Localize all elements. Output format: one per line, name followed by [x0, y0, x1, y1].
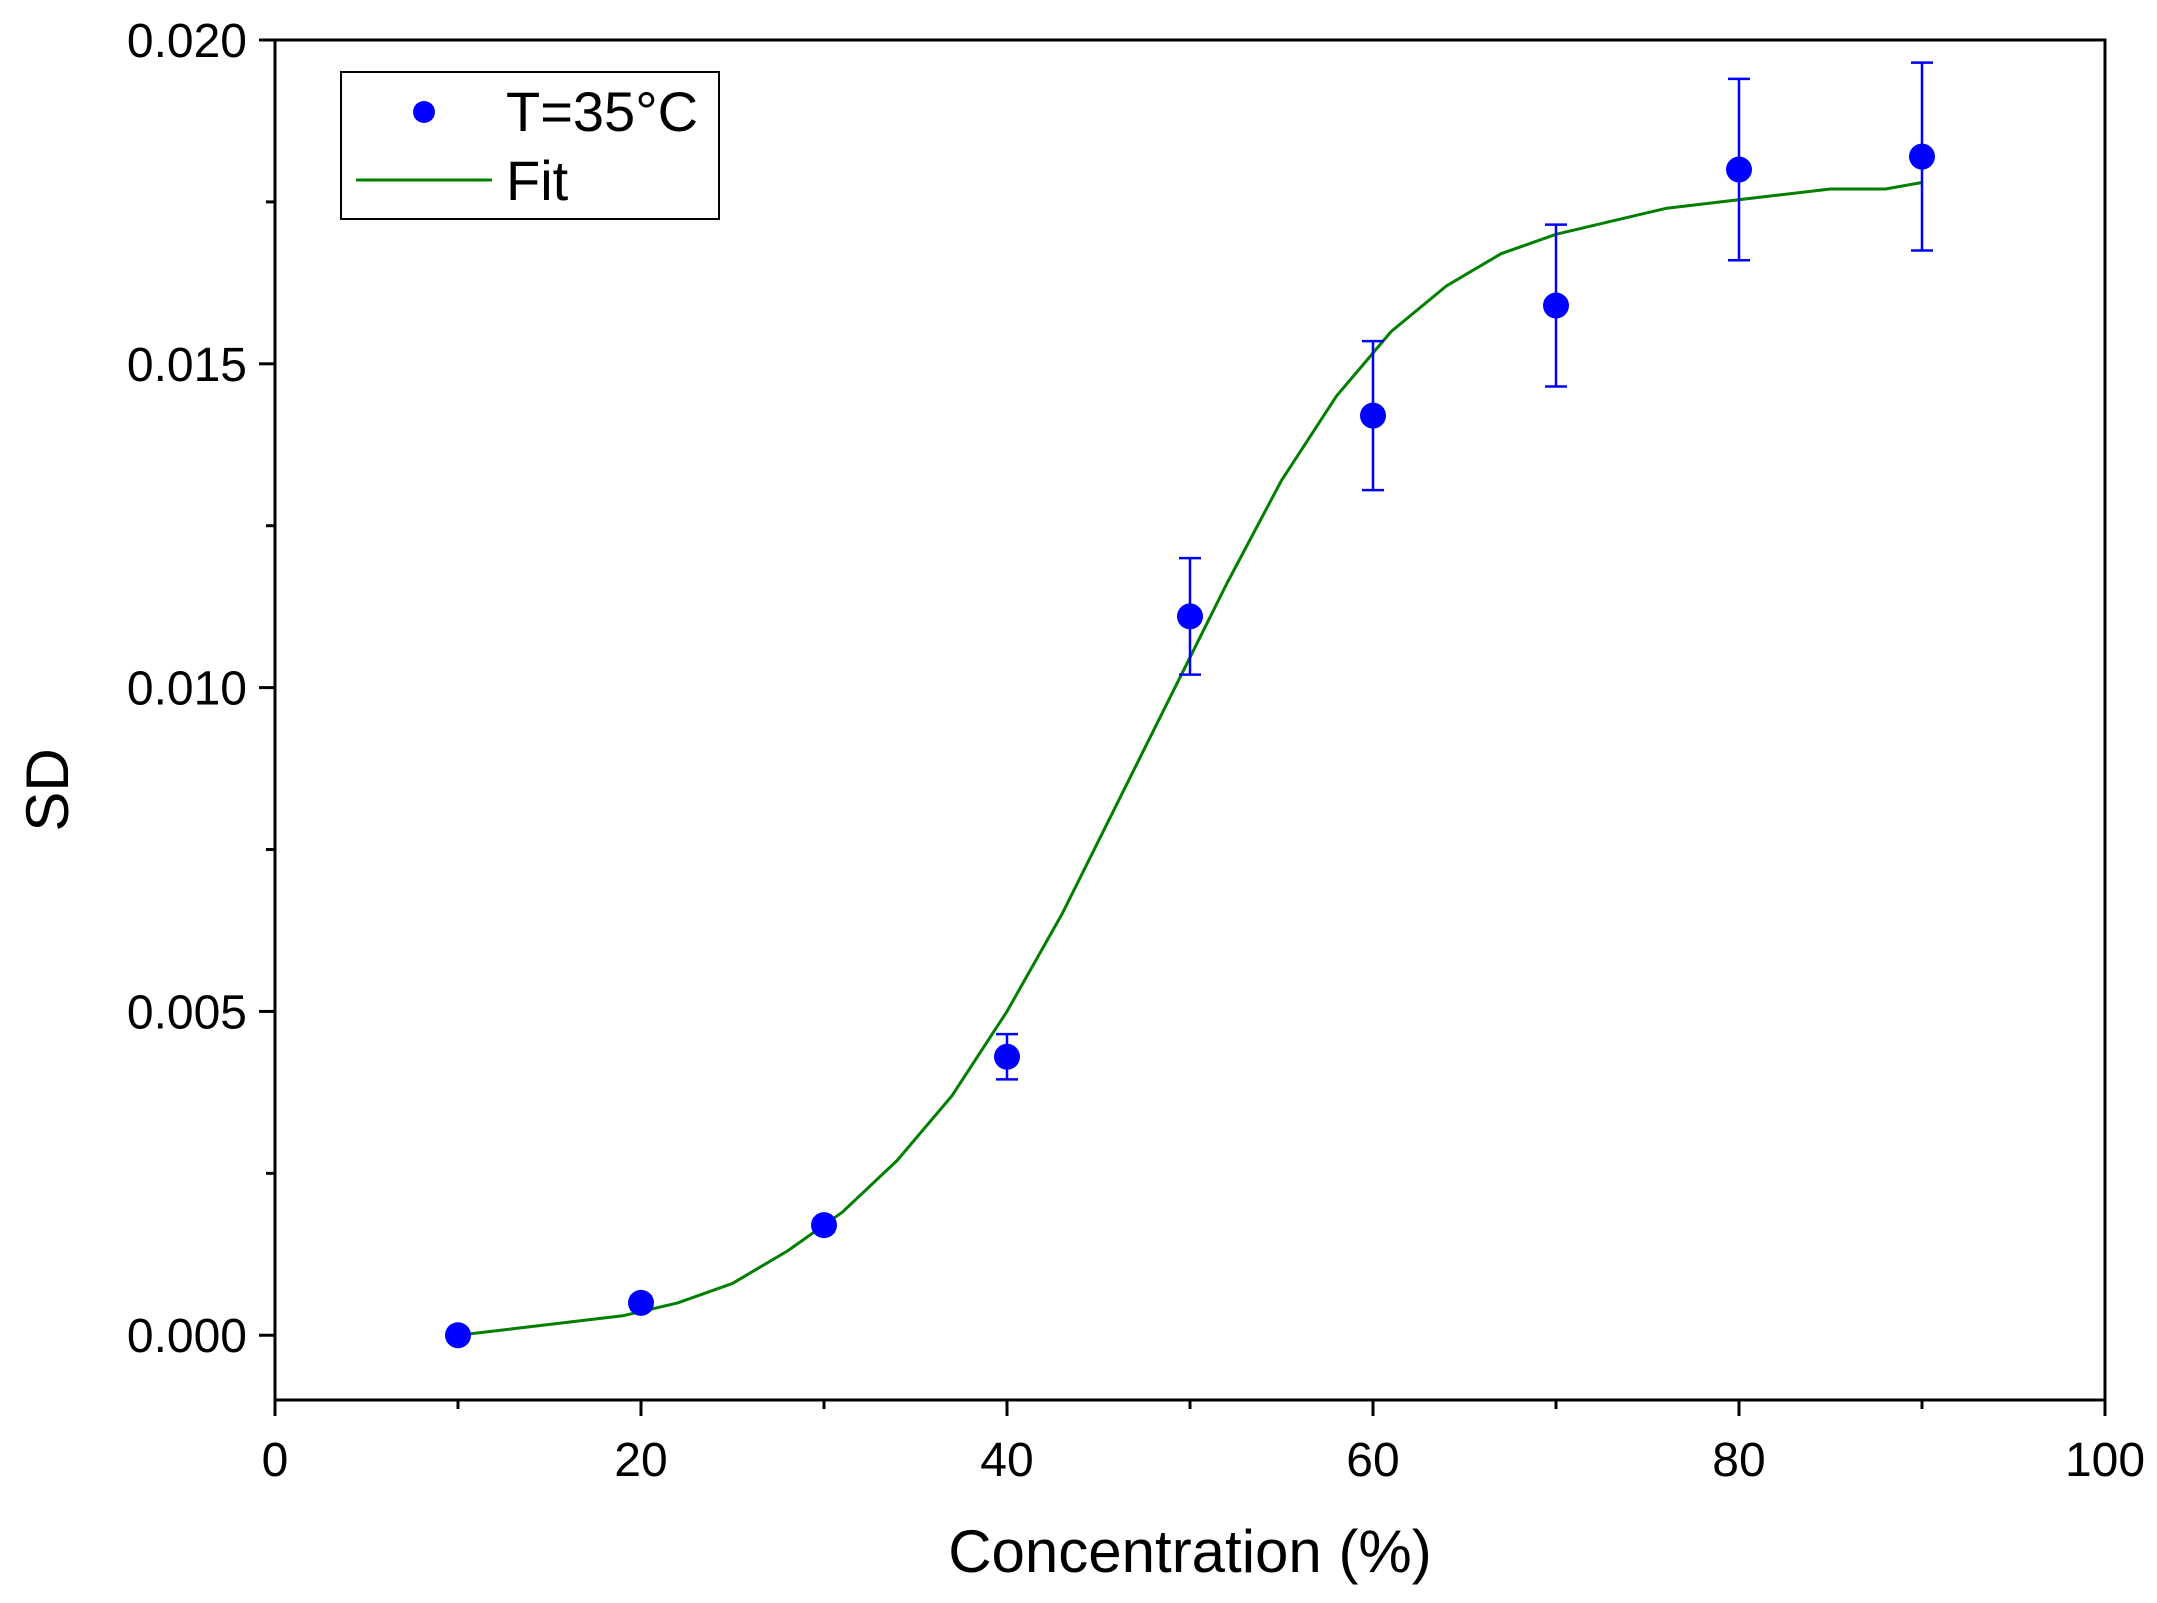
x-tick-label: 40	[980, 1434, 1033, 1487]
data-point	[628, 1289, 654, 1316]
data-point	[1726, 156, 1752, 183]
data-point	[1360, 402, 1386, 429]
data-point	[811, 1212, 837, 1239]
data-point-layer	[445, 143, 1935, 1349]
tick-layer	[259, 38, 2107, 1416]
y-tick-label: 0.010	[127, 663, 247, 716]
data-point	[994, 1043, 1020, 1070]
y-tick-label: 0.005	[127, 986, 247, 1039]
data-point	[1543, 292, 1569, 319]
x-tick-label: 60	[1346, 1434, 1399, 1487]
legend-box	[340, 71, 720, 220]
x-tick-label: 20	[614, 1434, 667, 1487]
y-tick-label: 0.000	[127, 1310, 247, 1363]
data-point	[445, 1322, 471, 1349]
x-tick-label: 80	[1712, 1434, 1765, 1487]
y-tick-label: 0.015	[127, 339, 247, 392]
fit-layer	[457, 181, 1923, 1337]
x-tick-label: 100	[2065, 1434, 2145, 1487]
legend: T=35°C Fit	[340, 71, 720, 220]
error-bar-layer	[630, 61, 1933, 1311]
y-tick-label: 0.020	[127, 15, 247, 68]
legend-label-fit: Fit	[506, 149, 569, 212]
y-axis-title: SD	[14, 748, 81, 831]
data-point	[1909, 143, 1935, 170]
legend-label-scatter: T=35°C	[506, 80, 698, 143]
x-axis-title: Concentration (%)	[948, 1518, 1432, 1585]
data-point	[1177, 603, 1203, 630]
x-tick-label: 0	[262, 1434, 289, 1487]
legend-marker-scatter	[413, 101, 435, 123]
plot-area-frame	[273, 38, 2107, 1402]
fit-line	[457, 181, 1923, 1337]
